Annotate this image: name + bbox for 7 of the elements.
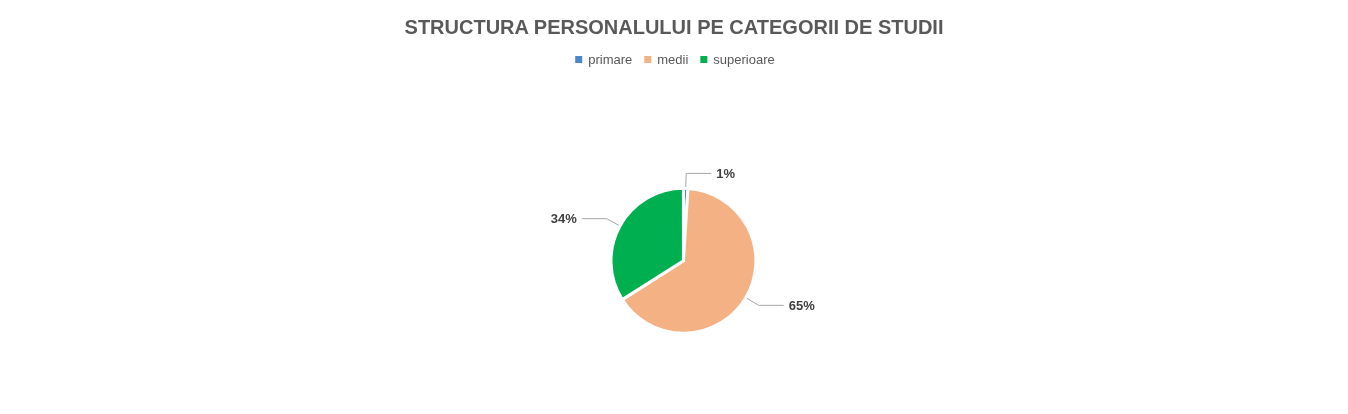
legend-label: primare xyxy=(588,52,633,67)
legend-label: medii xyxy=(657,52,689,67)
data-label: 65% xyxy=(788,297,816,313)
data-label: 34% xyxy=(550,211,578,227)
chart-title: STRUCTURA PERSONALULUI PE CATEGORII DE STUDII xyxy=(404,16,944,38)
legend-label: superioare xyxy=(713,52,775,67)
data-label: 1% xyxy=(716,165,736,181)
